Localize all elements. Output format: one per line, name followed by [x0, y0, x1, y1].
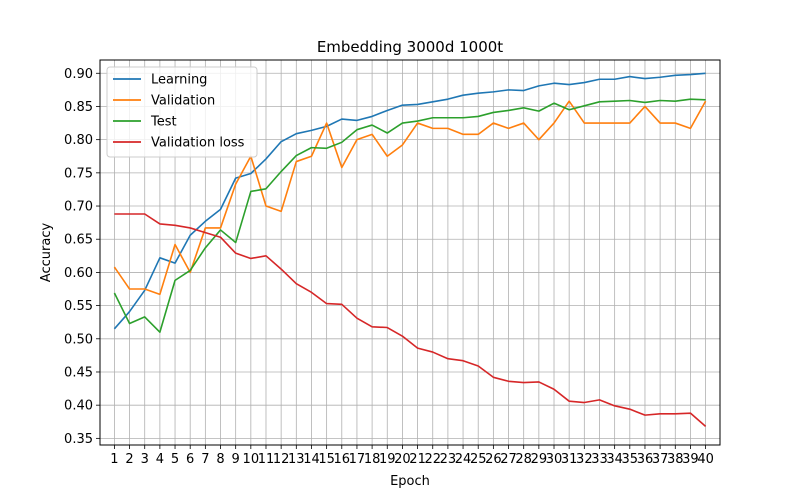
x-tick-label: 34 — [606, 452, 623, 467]
x-tick-label: 18 — [364, 452, 381, 467]
x-tick-label: 19 — [379, 452, 396, 467]
y-tick-label: 0.75 — [64, 166, 93, 181]
y-tick-label: 0.55 — [64, 299, 93, 314]
x-tick-label: 7 — [201, 452, 209, 467]
y-tick-label: 0.35 — [64, 432, 93, 447]
legend: Learning Validation Test Validation loss — [106, 66, 258, 158]
x-tick-label: 3 — [141, 452, 149, 467]
series-line-test — [113, 98, 706, 333]
legend-box — [106, 66, 258, 158]
series-line-validation — [113, 100, 707, 296]
x-tick-label: 22 — [424, 452, 441, 467]
x-tick-label: 38 — [667, 452, 684, 467]
axis-ticks: 1 2 3 4 5 6 7 8 9 1011121314151617181920212223242… — [64, 67, 714, 467]
x-tick-label: 10 — [243, 452, 260, 467]
y-tick-label: 0.65 — [64, 233, 93, 248]
x-tick-label: 29 — [531, 452, 548, 467]
x-tick-label: 33 — [591, 452, 608, 467]
x-tick-label: 24 — [455, 452, 472, 467]
x-tick-label: 21 — [409, 452, 426, 467]
x-tick-label: 37 — [652, 452, 669, 467]
x-tick-label: 27 — [500, 452, 517, 467]
x-tick-label: 11 — [258, 452, 275, 467]
x-tick-label: 26 — [485, 452, 502, 467]
x-axis-label: Epoch — [390, 474, 430, 489]
x-tick-label: 23 — [440, 452, 457, 467]
x-tick-label: 2 — [125, 452, 133, 467]
y-tick-label: 0.45 — [64, 365, 93, 380]
legend-label: Learning — [151, 73, 207, 88]
legend-label: Test — [150, 115, 177, 130]
y-tick-label: 0.60 — [64, 266, 93, 281]
plot-area — [99, 59, 721, 446]
y-tick-label: 0.50 — [64, 332, 93, 347]
x-tick-label: 25 — [470, 452, 487, 467]
y-tick-label: 0.40 — [64, 399, 93, 414]
y-tick-label: 0.70 — [64, 200, 93, 215]
x-tick-label: 39 — [682, 452, 699, 467]
y-axis-label: Accuracy — [39, 223, 54, 283]
x-tick-label: 6 — [186, 452, 194, 467]
x-tick-label: 9 — [232, 452, 240, 467]
x-tick-label: 14 — [303, 452, 320, 467]
x-tick-label: 13 — [288, 452, 305, 467]
series-line-validation-loss — [114, 213, 707, 428]
x-tick-label: 1 — [110, 452, 118, 467]
x-tick-label: 8 — [216, 452, 224, 467]
x-tick-label: 40 — [697, 452, 714, 467]
x-tick-label: 12 — [273, 452, 290, 467]
x-tick-label: 16 — [334, 452, 351, 467]
x-tick-label: 4 — [156, 452, 164, 467]
legend-label: Validation — [151, 94, 215, 109]
chart-title: Embedding 3000d 1000t — [317, 38, 503, 56]
x-tick-label: 20 — [394, 452, 411, 467]
series-lines — [113, 72, 707, 428]
x-tick-label: 28 — [515, 452, 532, 467]
legend-label: Validation loss — [151, 136, 245, 151]
y-tick-label: 0.90 — [64, 67, 93, 82]
y-tick-label: 0.85 — [64, 100, 93, 115]
x-tick-label: 36 — [637, 452, 654, 467]
x-tick-label: 15 — [318, 452, 335, 467]
y-tick-label: 0.80 — [64, 133, 93, 148]
series-line-learning — [113, 72, 706, 330]
x-tick-label: 31 — [561, 452, 578, 467]
x-tick-label: 32 — [576, 452, 593, 467]
x-tick-label: 30 — [546, 452, 563, 467]
x-tick-label: 5 — [171, 452, 179, 467]
x-tick-label: 17 — [349, 452, 366, 467]
x-tick-label: 35 — [622, 452, 639, 467]
